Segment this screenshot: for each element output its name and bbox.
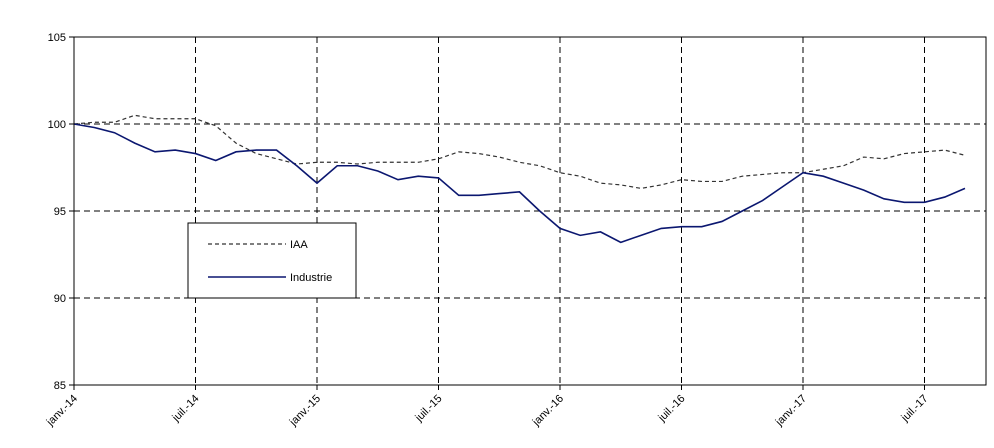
legend-label-industrie: Industrie (290, 272, 332, 284)
series-line-iaa (73, 114, 966, 189)
y-tick-label: 100 (48, 119, 66, 131)
x-tick-label: janv.-17 (773, 393, 809, 429)
series-line-industrie (73, 123, 966, 244)
x-tick-label: janv.-14 (44, 393, 80, 429)
x-tick-label: juil.-14 (170, 393, 202, 425)
y-tick-label: 105 (48, 32, 66, 44)
x-tick-label: juil.-16 (656, 393, 688, 425)
x-tick-label: juil.-17 (899, 393, 931, 425)
legend-box (187, 222, 357, 299)
y-tick-label: 85 (54, 380, 66, 392)
x-tick-label: janv.-15 (287, 393, 323, 429)
legend-label-iaa: IAA (290, 239, 308, 251)
y-tick-label: 95 (54, 206, 66, 218)
x-tick-label: juil.-15 (413, 393, 445, 425)
series-lines (73, 114, 966, 244)
x-tick-label: janv.-16 (530, 393, 566, 429)
y-axis: 85 90 95 100 105 (48, 32, 74, 392)
grid (74, 37, 986, 385)
y-tick-label: 90 (54, 293, 66, 305)
x-axis: janv.-14 juil.-14 janv.-15 juil.-15 janv.-16… (44, 385, 931, 429)
legend: IAA Industrie (187, 222, 357, 299)
